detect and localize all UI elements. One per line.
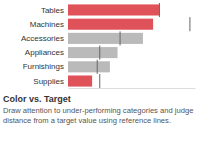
target-line [159,3,160,17]
tick: Appliances [25,48,68,57]
title: Color vs. Target [3,94,199,105]
tick-label: Tables [41,6,64,15]
bar [68,33,143,44]
subtitle: Draw attention to under-performing categ… [3,106,195,125]
y-axis: Tables Machines Accessories Appliances Furni… [21,6,68,86]
bar [68,47,118,58]
target-line [189,17,190,31]
bar [68,75,92,86]
tick: Furnishings [23,62,68,71]
tick: Accessories [21,34,68,43]
tick-label: Accessories [21,34,64,43]
tick: Supplies [33,77,68,86]
tick-label: Appliances [25,48,64,57]
target-line [99,46,100,60]
bar [68,4,159,15]
target-line [99,74,100,88]
tick-label: Machines [30,20,64,29]
target-line [97,60,98,74]
tick: Machines [30,20,68,29]
x-axis [69,88,196,89]
chart: Tables Machines Accessories Appliances Furni… [0,0,199,92]
tick-label: Supplies [33,77,64,86]
tick: Tables [41,6,68,15]
plot-area [68,3,190,88]
target-line [120,31,121,45]
bar [68,61,110,72]
bar [68,19,153,30]
tick-label: Furnishings [23,62,64,71]
axis-line [69,88,196,89]
